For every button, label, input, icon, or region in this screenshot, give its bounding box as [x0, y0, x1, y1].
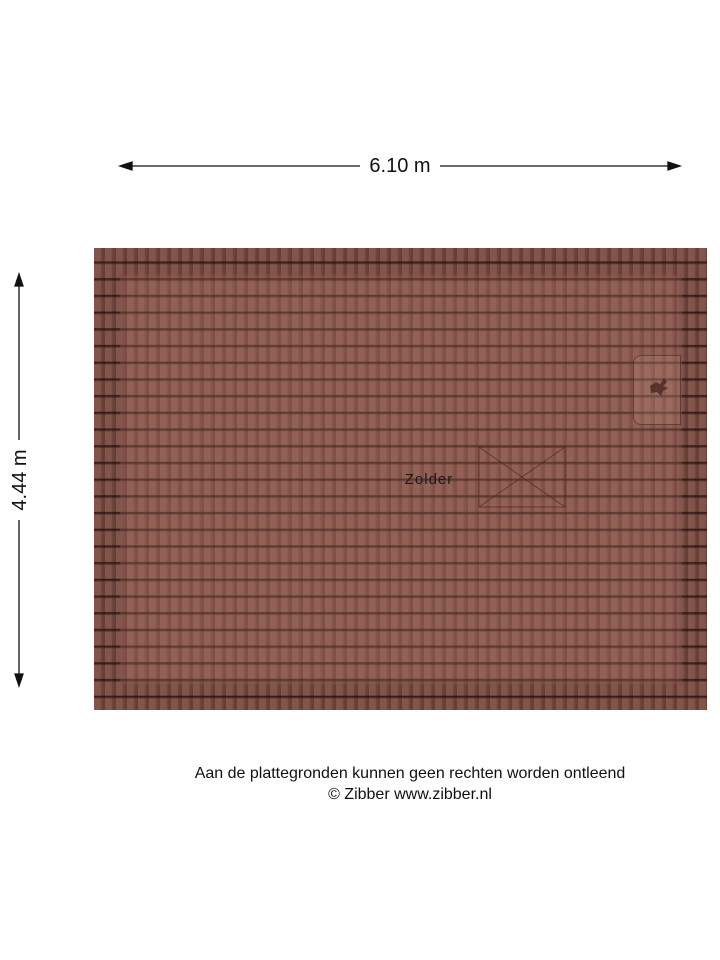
height-dimension-label: 4.44 m	[7, 440, 33, 520]
roof-window	[633, 355, 681, 425]
roof-plan: Zolder	[94, 248, 707, 710]
arrowhead-right	[667, 161, 683, 171]
hatch	[478, 446, 566, 508]
arrowhead-left	[117, 161, 133, 171]
arrowhead-bottom	[14, 673, 24, 689]
arrowhead-top	[14, 271, 24, 287]
width-dimension-label: 6.10 m	[360, 153, 440, 179]
room-label: Zolder	[404, 471, 454, 488]
disclaimer-text: Aan de plattegronden kunnen geen rechten…	[194, 765, 626, 782]
roof-inner-area	[120, 274, 682, 685]
copyright-text: © Zibber www.zibber.nl	[328, 786, 492, 803]
roof-window-mark-icon	[650, 378, 668, 396]
